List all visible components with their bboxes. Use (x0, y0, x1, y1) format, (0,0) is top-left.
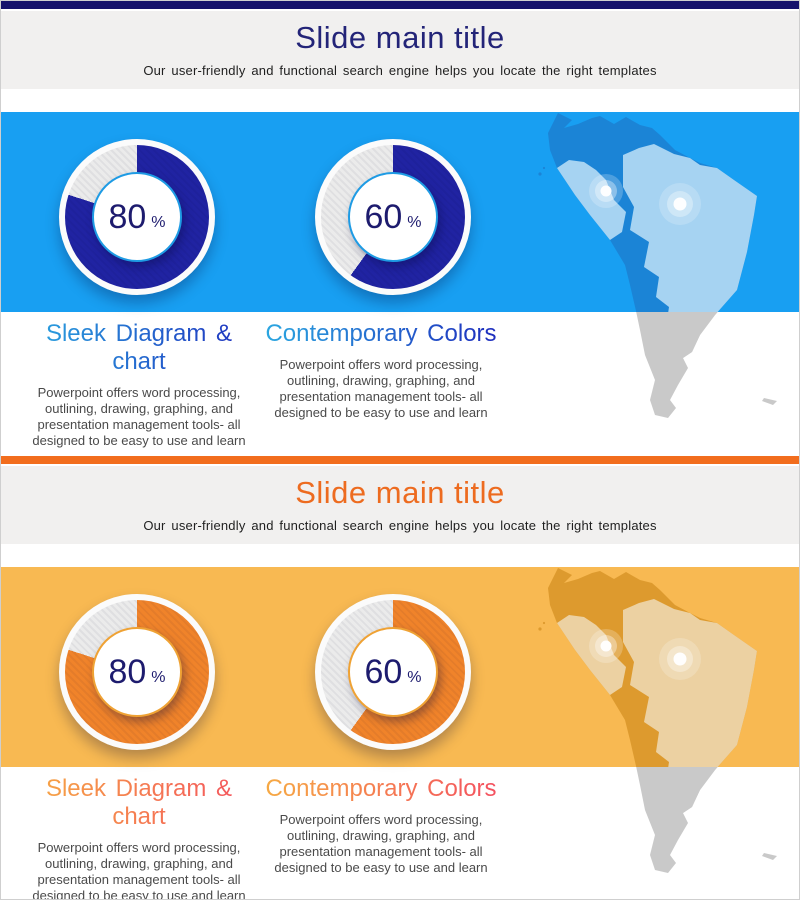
donut-unit: % (407, 669, 422, 686)
column-heading: Sleek Diagram & chart (19, 320, 259, 376)
donut-chart-80: 80 % (59, 139, 215, 295)
slide-orange: Slide main title Our user-friendly and f… (1, 456, 799, 900)
donut-center: 60 % (348, 172, 438, 262)
column-body: Powerpoint offers word processing, outli… (274, 357, 488, 420)
donut-value: 60 (364, 652, 403, 691)
donut-chart-60: 60 % (315, 139, 471, 295)
donut-chart-60: 60 % (315, 594, 471, 750)
donut-value: 60 (364, 197, 403, 236)
donut-chart-80: 80 % (59, 594, 215, 750)
donut-value: 80 (108, 652, 147, 691)
column-heading: Sleek Diagram & chart (19, 775, 259, 831)
donut-unit: % (151, 214, 166, 231)
slide-blue: Slide main title Our user-friendly and f… (1, 1, 799, 449)
text-column-2: Contemporary Colors Powerpoint offers wo… (261, 775, 501, 876)
slide-title: Slide main title (295, 20, 505, 55)
accent-bar (1, 456, 799, 464)
donut-center: 60 % (348, 627, 438, 717)
column-heading: Contemporary Colors (261, 775, 501, 803)
slide-subtitle: Our user-friendly and functional search … (143, 518, 657, 533)
slide-header: Slide main title Our user-friendly and f… (1, 466, 799, 544)
accent-bar (1, 1, 799, 9)
donut-unit: % (151, 669, 166, 686)
text-column-2: Contemporary Colors Powerpoint offers wo… (261, 320, 501, 421)
column-heading: Contemporary Colors (261, 320, 501, 348)
donut-value: 80 (108, 197, 147, 236)
donut-center: 80 % (92, 172, 182, 262)
slide-header: Slide main title Our user-friendly and f… (1, 11, 799, 89)
donut-unit: % (407, 214, 422, 231)
slide-subtitle: Our user-friendly and functional search … (143, 63, 657, 78)
donut-center: 80 % (92, 627, 182, 717)
slide-title: Slide main title (295, 475, 505, 510)
text-column-1: Sleek Diagram & chart Powerpoint offers … (19, 775, 259, 900)
text-column-1: Sleek Diagram & chart Powerpoint offers … (19, 320, 259, 449)
column-body: Powerpoint offers word processing, outli… (274, 812, 488, 875)
column-body: Powerpoint offers word processing, outli… (32, 840, 246, 900)
column-body: Powerpoint offers word processing, outli… (32, 385, 246, 448)
